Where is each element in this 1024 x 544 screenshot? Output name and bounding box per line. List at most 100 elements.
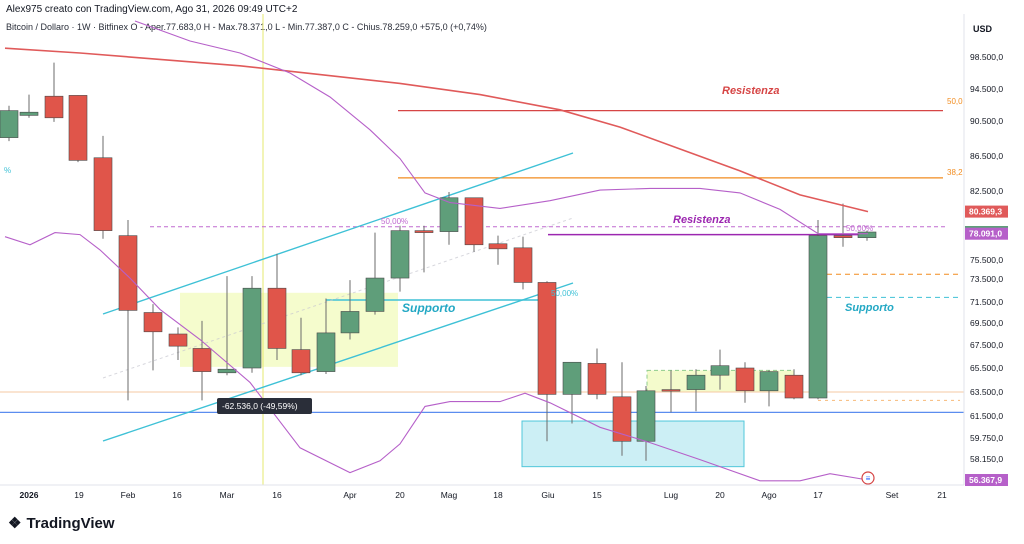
price-tick-label: 58.150,0	[970, 454, 1003, 464]
price-badge-label: 56.367,9	[969, 475, 1002, 485]
candle-body	[168, 333, 188, 347]
time-tick-label: 20	[395, 490, 405, 500]
candle-body	[118, 235, 138, 311]
channel-lower-line	[102, 282, 574, 442]
candle-body	[44, 95, 64, 119]
price-badge	[965, 227, 1008, 240]
time-tick-label: Ago	[761, 490, 776, 500]
candle-body	[143, 312, 163, 333]
price-badge	[965, 205, 1008, 218]
candle-body	[488, 243, 508, 250]
candle-body	[833, 235, 853, 238]
candle-body	[68, 95, 88, 161]
price-tick-label: 86.500,0	[970, 151, 1003, 161]
time-axis: 2026 19 Feb 16 Mar 16 Apr 20 Mag 18 Giu 15 Lug 20 Ago 1…	[0, 484, 964, 500]
drop-measure-label: -62.536,0 (-49,59%)	[222, 401, 298, 411]
time-tick-label: 15	[592, 490, 602, 500]
price-tick-label: 59.750,0	[970, 433, 1003, 443]
bollinger-lower-line	[4, 232, 869, 482]
candle-body	[537, 282, 557, 395]
time-tick-label: Mag	[441, 490, 458, 500]
time-tick-label: 2026	[20, 490, 39, 500]
tradingview-logo: ❖ TradingView	[8, 514, 115, 533]
fib-50-label-a: 50,00%	[381, 217, 408, 226]
fib-50-right-label: 50,0	[947, 97, 963, 106]
price-tick-label: 82.500,0	[970, 186, 1003, 196]
flag-icon	[861, 471, 875, 485]
ema-line	[4, 47, 869, 213]
time-tick-label: 21	[937, 490, 947, 500]
fib-50-label-c: 50,00%	[551, 289, 578, 298]
candle-body	[735, 367, 755, 392]
tradingview-logo-icon: ❖	[8, 515, 21, 532]
candle-body	[587, 363, 607, 395]
resistenza-red-label: Resistenza	[722, 85, 779, 97]
time-tick-label: 18	[493, 490, 503, 500]
fib-382-right-label: 38,2	[947, 168, 963, 177]
drop-measure-box	[217, 398, 312, 414]
candle-body	[291, 349, 311, 374]
candle-body	[267, 287, 287, 349]
drawings	[0, 14, 964, 485]
fib-50-label-b: 50,00%	[846, 224, 873, 233]
price-tick-label: 90.500,0	[970, 116, 1003, 126]
time-tick-label: 19	[74, 490, 84, 500]
time-tick-label: 16	[172, 490, 182, 500]
candle-body	[414, 230, 434, 233]
channel-upper-line	[102, 152, 574, 315]
support-zone-blue	[521, 420, 745, 468]
price-badge-label: 78.091,0	[969, 229, 1002, 239]
price-badge-label: 80.369,3	[969, 207, 1002, 217]
candle-body	[562, 361, 582, 395]
price-axis: 98.500,0 94.500,0 90.500,0 86.500,0 82.500,0…	[963, 14, 1008, 487]
resistenza-purple-label: Resistenza	[673, 214, 730, 226]
candle-body	[612, 396, 632, 442]
consolidation-zone-left	[180, 292, 398, 367]
percent-left-label: %	[4, 166, 11, 175]
time-tick-label: Giu	[541, 490, 555, 500]
candle-body	[217, 368, 237, 374]
time-tick-label: 20	[715, 490, 725, 500]
supporto-left-label: Supporto	[402, 301, 455, 315]
price-badge	[965, 474, 1008, 487]
candle-body	[19, 111, 39, 116]
zones	[180, 292, 795, 468]
price-tick-label: 75.500,0	[970, 255, 1003, 265]
flag-icon-glyph: ≡	[866, 474, 871, 483]
credit-line: Alex975 creato con TradingView.com, Ago …	[6, 4, 298, 15]
time-tick-label: Mar	[220, 490, 235, 500]
candle-body	[93, 157, 113, 231]
time-tick-label: 17	[813, 490, 823, 500]
currency-label: USD	[973, 24, 993, 34]
price-tick-label: 69.500,0	[970, 318, 1003, 328]
candle-body	[390, 230, 410, 279]
indicators	[4, 20, 869, 482]
candle-body	[513, 247, 533, 283]
candle-body	[242, 287, 262, 369]
candle-body	[686, 374, 706, 390]
candle-body	[784, 374, 804, 399]
candle-body	[316, 332, 336, 372]
candle-body	[636, 390, 656, 442]
symbol-info: Bitcoin / Dollaro · 1W · Bitfinex O - Ap…	[6, 22, 487, 32]
price-tick-label: 94.500,0	[970, 84, 1003, 94]
time-tick-label: 16	[272, 490, 282, 500]
candle-body	[340, 311, 360, 334]
candle-body	[661, 389, 681, 392]
price-tick-label: 71.500,0	[970, 297, 1003, 307]
channel-mid-line	[102, 217, 574, 379]
candle-body	[759, 371, 779, 392]
supporto-right-label: Supporto	[845, 302, 894, 314]
price-tick-label: 65.500,0	[970, 363, 1003, 373]
candle-body	[808, 235, 828, 399]
time-tick-label: Lug	[664, 490, 678, 500]
brand-name: TradingView	[26, 514, 115, 532]
candle-body	[439, 197, 459, 232]
price-tick-label: 63.500,0	[970, 387, 1003, 397]
candle-body	[192, 348, 212, 372]
candle-body	[365, 277, 385, 312]
candle-body	[464, 197, 484, 246]
time-tick-label: Set	[886, 490, 899, 500]
price-tick-label: 73.500,0	[970, 274, 1003, 284]
